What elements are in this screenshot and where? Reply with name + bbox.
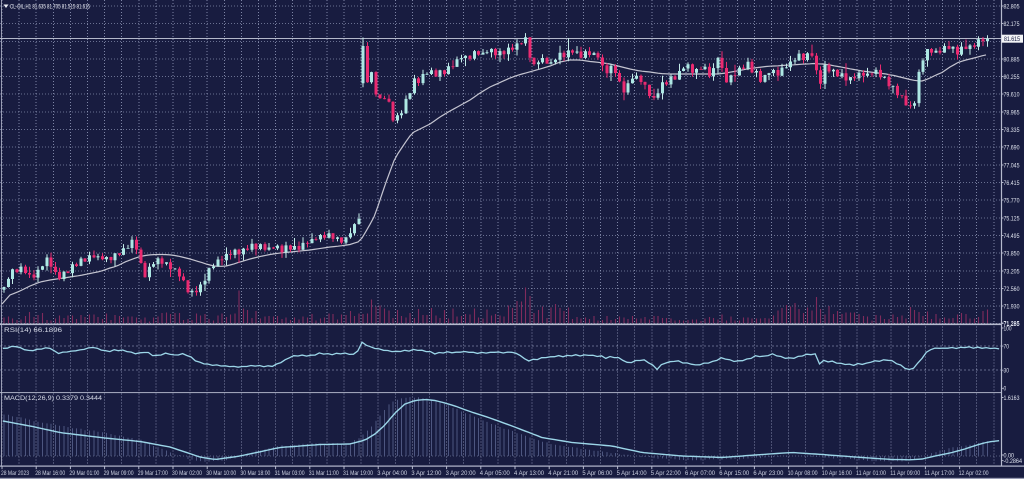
- svg-text:11 Apr 09:00: 11 Apr 09:00: [890, 470, 920, 477]
- svg-text:4 Apr 21:00: 4 Apr 21:00: [548, 470, 578, 477]
- svg-text:1.6163: 1.6163: [1004, 395, 1020, 402]
- svg-text:11 Apr 01:00: 11 Apr 01:00: [856, 470, 886, 477]
- svg-text:71.930: 71.930: [1004, 303, 1020, 310]
- svg-text:81.615: 81.615: [1004, 36, 1020, 43]
- svg-text:-0.2864: -0.2864: [1004, 458, 1023, 465]
- svg-text:71.285: 71.285: [1004, 320, 1020, 327]
- svg-text:3 Apr 12:00: 3 Apr 12:00: [411, 470, 441, 477]
- svg-text:6 Apr 23:00: 6 Apr 23:00: [753, 470, 783, 477]
- svg-text:3 Apr 04:00: 3 Apr 04:00: [377, 470, 407, 477]
- svg-text:73.850: 73.850: [1004, 250, 1020, 257]
- svg-text:4 Apr 05:00: 4 Apr 05:00: [480, 470, 510, 477]
- svg-text:CL-OIL,H1 81.635 81.705 81.515: CL-OIL,H1 81.635 81.705 81.515 81.615: [10, 3, 90, 10]
- svg-text:29 Mar 01:00: 29 Mar 01:00: [69, 470, 99, 477]
- svg-text:31 Mar 11:00: 31 Mar 11:00: [309, 470, 339, 477]
- svg-text:78.965: 78.965: [1004, 109, 1020, 116]
- svg-text:73.205: 73.205: [1004, 268, 1020, 275]
- svg-text:5 Apr 14:00: 5 Apr 14:00: [617, 470, 647, 477]
- svg-text:28 Mar 2023: 28 Mar 2023: [1, 470, 29, 477]
- svg-text:0: 0: [1004, 386, 1007, 393]
- svg-text:30 Mar 10:00: 30 Mar 10:00: [206, 470, 236, 477]
- svg-text:10 Apr 16:00: 10 Apr 16:00: [822, 470, 852, 477]
- svg-text:75.125: 75.125: [1004, 215, 1020, 222]
- svg-text:72.560: 72.560: [1004, 286, 1020, 293]
- svg-text:0.00: 0.00: [1004, 452, 1015, 459]
- svg-text:4 Apr 13:00: 4 Apr 13:00: [514, 470, 544, 477]
- svg-text:77.690: 77.690: [1004, 144, 1020, 151]
- svg-text:82.175: 82.175: [1004, 21, 1020, 28]
- svg-text:5 Apr 22:00: 5 Apr 22:00: [651, 470, 681, 477]
- svg-text:75.770: 75.770: [1004, 197, 1020, 204]
- svg-text:29 Mar 09:00: 29 Mar 09:00: [104, 470, 134, 477]
- svg-text:79.610: 79.610: [1004, 91, 1020, 98]
- svg-text:30 Mar 02:00: 30 Mar 02:00: [172, 470, 202, 477]
- svg-text:78.335: 78.335: [1004, 127, 1020, 134]
- svg-text:RSI(14) 66.1896: RSI(14) 66.1896: [4, 327, 62, 334]
- svg-text:80.885: 80.885: [1004, 56, 1020, 63]
- svg-text:71.285: 71.285: [1004, 321, 1020, 328]
- svg-text:3 Apr 20:00: 3 Apr 20:00: [446, 470, 476, 477]
- svg-text:29 Mar 17:00: 29 Mar 17:00: [138, 470, 168, 477]
- svg-text:100: 100: [1004, 325, 1012, 332]
- svg-text:80.255: 80.255: [1004, 74, 1020, 81]
- svg-text:74.495: 74.495: [1004, 233, 1020, 240]
- svg-text:77.045: 77.045: [1004, 162, 1020, 169]
- svg-text:82.805: 82.805: [1004, 3, 1020, 10]
- svg-text:76.415: 76.415: [1004, 180, 1020, 187]
- svg-text:10 Apr 08:00: 10 Apr 08:00: [788, 470, 818, 477]
- svg-text:11 Apr 17:00: 11 Apr 17:00: [924, 470, 954, 477]
- svg-text:30: 30: [1004, 368, 1010, 375]
- svg-text:12 Apr 02:00: 12 Apr 02:00: [959, 470, 989, 477]
- svg-text:30 Mar 18:00: 30 Mar 18:00: [240, 470, 270, 477]
- svg-text:MACD(12,26,9) 0.3379 0.3444: MACD(12,26,9) 0.3379 0.3444: [4, 395, 102, 402]
- svg-text:5 Apr 06:00: 5 Apr 06:00: [582, 470, 612, 477]
- svg-text:31 Mar 19:00: 31 Mar 19:00: [343, 470, 373, 477]
- svg-text:6 Apr 15:00: 6 Apr 15:00: [719, 470, 749, 477]
- svg-text:6 Apr 07:00: 6 Apr 07:00: [685, 470, 715, 477]
- svg-text:31 Mar 03:00: 31 Mar 03:00: [275, 470, 305, 477]
- svg-text:28 Mar 16:00: 28 Mar 16:00: [35, 470, 65, 477]
- svg-text:70: 70: [1004, 344, 1010, 351]
